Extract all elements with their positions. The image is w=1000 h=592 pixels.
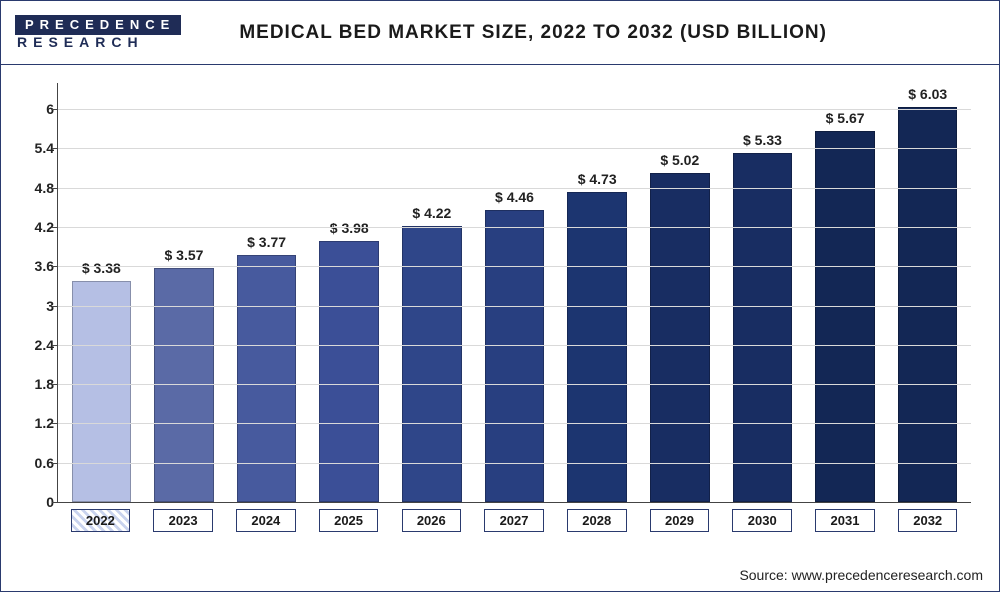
source-prefix: Source: [739, 567, 791, 583]
grid-line [58, 306, 971, 307]
bar-wrap: $ 5.67 [804, 83, 887, 502]
y-tick-mark [52, 266, 58, 267]
x-axis-year: 2023 [153, 509, 213, 532]
logo: PRECEDENCE RESEARCH [15, 15, 181, 49]
y-tick-label: 2.4 [14, 337, 54, 353]
bar-value-label: $ 6.03 [908, 86, 947, 102]
bar [815, 131, 875, 502]
bar-value-label: $ 5.02 [660, 152, 699, 168]
bar-value-label: $ 5.33 [743, 132, 782, 148]
bar-value-label: $ 4.46 [495, 189, 534, 205]
bar-value-label: $ 3.57 [164, 247, 203, 263]
x-axis-year: 2031 [815, 509, 875, 532]
x-axis-year: 2032 [898, 509, 958, 532]
y-tick-label: 0.6 [14, 455, 54, 471]
grid-line [58, 109, 971, 110]
bar-wrap: $ 3.77 [225, 83, 308, 502]
y-tick-label: 4.8 [14, 180, 54, 196]
y-tick-label: 0 [14, 494, 54, 510]
bar [567, 192, 627, 502]
bar-value-label: $ 5.67 [826, 110, 865, 126]
source-line: Source: www.precedenceresearch.com [1, 565, 999, 591]
bar-wrap: $ 5.02 [638, 83, 721, 502]
y-tick-mark [52, 384, 58, 385]
bar-wrap: $ 3.98 [308, 83, 391, 502]
x-axis-year: 2027 [484, 509, 544, 532]
plot: $ 3.38 $ 3.57 $ 3.77 $ 3.98 $ 4.22 $ 4.46 $ 4.… [57, 83, 971, 503]
bar-wrap: $ 4.46 [473, 83, 556, 502]
bar-value-label: $ 3.77 [247, 234, 286, 250]
x-label-box: 2022 [59, 509, 142, 532]
grid-line [58, 345, 971, 346]
source-url: www.precedenceresearch.com [792, 567, 983, 583]
x-label-box: 2024 [224, 509, 307, 532]
x-axis-year: 2030 [732, 509, 792, 532]
x-axis-year: 2028 [567, 509, 627, 532]
y-tick-mark [52, 109, 58, 110]
grid-line [58, 423, 971, 424]
x-axis-year: 2026 [402, 509, 462, 532]
grid-line [58, 463, 971, 464]
chart-area: $ 3.38 $ 3.57 $ 3.77 $ 3.98 $ 4.22 $ 4.46 $ 4.… [1, 65, 999, 565]
x-label-box: 2027 [473, 509, 556, 532]
y-tick-mark [52, 227, 58, 228]
y-tick-label: 4.2 [14, 219, 54, 235]
grid-line [58, 384, 971, 385]
logo-line2: RESEARCH [15, 35, 181, 50]
bars-group: $ 3.38 $ 3.57 $ 3.77 $ 3.98 $ 4.22 $ 4.46 $ 4.… [58, 83, 971, 502]
y-tick-mark [52, 306, 58, 307]
bar-wrap: $ 3.57 [143, 83, 226, 502]
y-tick-label: 6 [14, 101, 54, 117]
bar-wrap: $ 4.22 [391, 83, 474, 502]
x-axis-year: 2029 [650, 509, 710, 532]
x-axis-year: 2025 [319, 509, 379, 532]
grid-line [58, 266, 971, 267]
grid-line [58, 188, 971, 189]
bar [650, 173, 710, 502]
x-axis-year: 2024 [236, 509, 296, 532]
logo-line1: PRECEDENCE [15, 15, 181, 35]
x-label-box: 2030 [721, 509, 804, 532]
y-tick-mark [52, 423, 58, 424]
bar [485, 210, 545, 502]
bar [733, 153, 793, 502]
chart-title: MEDICAL BED MARKET SIZE, 2022 TO 2032 (U… [201, 22, 985, 44]
y-tick-label: 5.4 [14, 140, 54, 156]
x-label-box: 2028 [555, 509, 638, 532]
bar-value-label: $ 3.38 [82, 260, 121, 276]
x-label-box: 2031 [804, 509, 887, 532]
x-label-box: 2026 [390, 509, 473, 532]
x-axis-year: 2022 [71, 509, 131, 532]
x-label-box: 2029 [638, 509, 721, 532]
x-axis-labels: 2022 2023 2024 2025 2026 2027 2028 2029 2030 2031… [57, 503, 971, 532]
y-tick-mark [52, 463, 58, 464]
x-label-box: 2023 [142, 509, 225, 532]
x-label-box: 2025 [307, 509, 390, 532]
y-tick-label: 3 [14, 298, 54, 314]
grid-line [58, 148, 971, 149]
y-tick-label: 1.8 [14, 376, 54, 392]
y-tick-mark [52, 502, 58, 503]
bar-wrap: $ 6.03 [886, 83, 969, 502]
y-tick-mark [52, 148, 58, 149]
bar-wrap: $ 5.33 [721, 83, 804, 502]
chart-container: PRECEDENCE RESEARCH MEDICAL BED MARKET S… [0, 0, 1000, 592]
y-tick-label: 3.6 [14, 258, 54, 274]
y-tick-mark [52, 345, 58, 346]
bar [72, 281, 132, 502]
grid-line [58, 227, 971, 228]
y-tick-mark [52, 188, 58, 189]
y-tick-label: 1.2 [14, 415, 54, 431]
bar-value-label: $ 4.22 [412, 205, 451, 221]
bar [237, 255, 297, 502]
x-label-box: 2032 [886, 509, 969, 532]
header: PRECEDENCE RESEARCH MEDICAL BED MARKET S… [1, 1, 999, 65]
bar-value-label: $ 4.73 [578, 171, 617, 187]
bar-value-label: $ 3.98 [330, 220, 369, 236]
bar-wrap: $ 4.73 [556, 83, 639, 502]
bar-wrap: $ 3.38 [60, 83, 143, 502]
